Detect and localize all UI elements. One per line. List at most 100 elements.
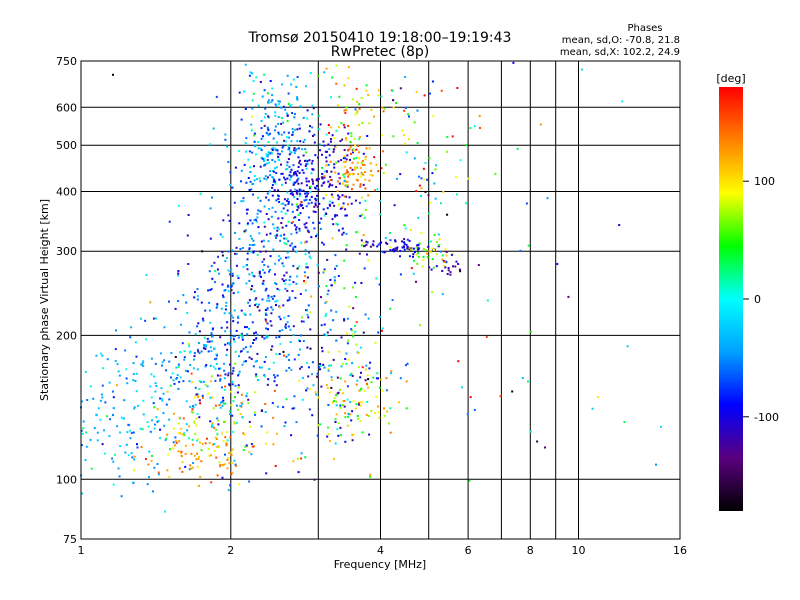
scatter-point bbox=[334, 215, 336, 218]
scatter-point bbox=[177, 432, 180, 434]
scatter-point bbox=[420, 177, 423, 180]
scatter-point bbox=[131, 456, 134, 459]
scatter-point bbox=[108, 435, 111, 438]
scatter-point bbox=[306, 162, 309, 165]
scatter-point bbox=[253, 275, 256, 278]
scatter-point bbox=[360, 96, 363, 99]
scatter-point bbox=[345, 214, 348, 217]
scatter-point bbox=[275, 304, 277, 306]
scatter-point bbox=[324, 150, 327, 153]
scatter-point bbox=[412, 272, 415, 275]
scatter-point bbox=[286, 251, 289, 254]
scatter-point bbox=[85, 431, 88, 434]
scatter-point bbox=[191, 443, 194, 446]
scatter-point bbox=[312, 182, 314, 185]
scatter-point bbox=[132, 431, 135, 434]
scatter-point bbox=[153, 466, 156, 469]
scatter-point bbox=[237, 291, 240, 294]
scatter-point bbox=[251, 274, 254, 277]
scatter-point bbox=[430, 251, 433, 254]
scatter-point bbox=[300, 334, 302, 337]
scatter-point bbox=[355, 178, 358, 181]
scatter-point bbox=[401, 246, 404, 249]
scatter-point bbox=[338, 229, 340, 232]
scatter-point bbox=[296, 170, 299, 173]
scatter-point bbox=[153, 427, 156, 430]
scatter-point bbox=[239, 334, 242, 337]
scatter-point bbox=[183, 356, 186, 359]
scatter-point bbox=[422, 255, 425, 258]
scatter-point bbox=[416, 109, 419, 112]
scatter-point bbox=[129, 336, 132, 339]
scatter-point bbox=[249, 171, 252, 173]
scatter-point bbox=[454, 175, 457, 178]
scatter-point bbox=[339, 426, 342, 429]
scatter-point bbox=[258, 232, 261, 235]
scatter-point bbox=[153, 317, 155, 320]
scatter-point bbox=[322, 243, 325, 246]
scatter-point bbox=[354, 324, 357, 327]
scatter-point bbox=[369, 173, 372, 176]
scatter-point bbox=[177, 300, 180, 302]
scatter-point bbox=[336, 190, 339, 192]
scatter-point bbox=[316, 434, 319, 437]
scatter-point bbox=[234, 166, 237, 169]
scatter-point bbox=[297, 156, 300, 159]
scatter-point bbox=[260, 275, 262, 278]
scatter-point bbox=[142, 365, 145, 367]
scatter-point bbox=[286, 177, 289, 180]
scatter-point bbox=[289, 171, 292, 174]
scatter-point bbox=[292, 149, 295, 152]
scatter-point bbox=[237, 384, 240, 387]
scatter-point bbox=[326, 150, 328, 153]
scatter-point bbox=[326, 170, 328, 173]
scatter-point bbox=[621, 100, 624, 103]
scatter-point bbox=[99, 418, 102, 421]
scatter-point bbox=[328, 203, 331, 206]
scatter-point bbox=[269, 255, 272, 258]
scatter-point bbox=[377, 377, 380, 380]
scatter-point bbox=[257, 379, 259, 381]
scatter-point bbox=[238, 370, 241, 373]
scatter-point bbox=[233, 309, 236, 312]
scatter-point bbox=[260, 137, 263, 140]
scatter-point bbox=[267, 328, 269, 331]
scatter-point bbox=[292, 265, 295, 267]
scatter-point bbox=[314, 211, 317, 213]
scatter-point bbox=[188, 345, 191, 348]
scatter-point bbox=[358, 136, 361, 139]
scatter-point bbox=[341, 233, 344, 236]
scatter-point bbox=[360, 371, 362, 374]
scatter-point bbox=[267, 297, 270, 300]
scatter-point bbox=[304, 241, 307, 244]
scatter-point bbox=[260, 425, 263, 428]
scatter-point bbox=[330, 138, 332, 141]
scatter-point bbox=[251, 285, 254, 288]
scatter-point bbox=[330, 364, 333, 367]
scatter-point bbox=[431, 247, 434, 250]
scatter-point bbox=[232, 400, 235, 403]
scatter-point bbox=[216, 268, 219, 271]
scatter-point bbox=[343, 287, 346, 290]
scatter-point bbox=[85, 445, 88, 448]
scatter-point bbox=[300, 366, 303, 368]
scatter-point bbox=[350, 329, 353, 332]
scatter-point bbox=[260, 240, 263, 243]
scatter-point bbox=[377, 411, 380, 414]
scatter-point bbox=[229, 171, 232, 174]
scatter-point bbox=[274, 129, 276, 132]
scatter-point bbox=[321, 241, 324, 244]
scatter-point bbox=[210, 265, 213, 267]
scatter-point bbox=[350, 188, 353, 191]
scatter-point bbox=[264, 375, 266, 378]
scatter-point bbox=[219, 374, 222, 377]
scatter-point bbox=[221, 400, 224, 403]
scatter-point bbox=[326, 293, 329, 296]
scatter-point bbox=[238, 355, 240, 358]
scatter-point bbox=[181, 342, 184, 345]
scatter-point bbox=[296, 98, 299, 101]
scatter-point bbox=[190, 452, 193, 455]
scatter-point bbox=[282, 202, 285, 205]
scatter-point bbox=[177, 387, 180, 390]
scatter-point bbox=[265, 287, 268, 290]
